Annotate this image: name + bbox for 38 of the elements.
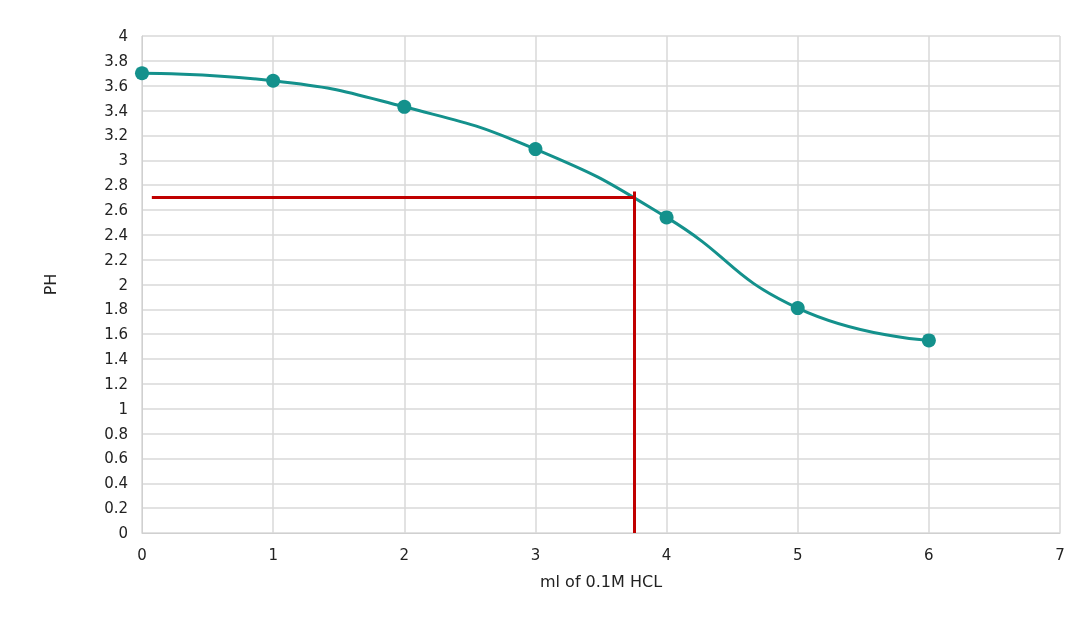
x-tick-label: 5 <box>792 545 803 564</box>
y-tick-label: 0.6 <box>104 449 128 468</box>
point <box>790 301 805 316</box>
y-tick-label: 1.6 <box>104 325 128 344</box>
y-tick-label: 2 <box>118 275 128 294</box>
point <box>266 73 281 88</box>
y-tick-label: 3.2 <box>104 126 128 145</box>
y-tick-label: 0 <box>118 524 128 542</box>
y-tick-label: 3.8 <box>104 51 128 70</box>
y-tick-label: 1.8 <box>104 300 128 319</box>
y-tick-label: 4 <box>118 27 128 45</box>
x-tick-label: 0 <box>137 545 147 564</box>
y-tick-label: 0.8 <box>104 424 128 443</box>
point <box>921 333 936 348</box>
x-tick-label: 1 <box>268 545 278 564</box>
point <box>659 210 674 225</box>
y-tick-label: 3.4 <box>104 101 128 120</box>
y-tick-label: 1.4 <box>104 350 128 369</box>
x-axis-title: ml of 0.1M HCL <box>539 571 663 591</box>
x-tick-label: 4 <box>661 545 672 564</box>
y-tick-label: 1 <box>118 399 128 418</box>
y-axis-title: PH <box>40 273 60 296</box>
point <box>528 142 543 157</box>
x-tick-label: 7 <box>1055 545 1065 564</box>
y-tick-label: 0.2 <box>104 499 128 518</box>
x-tick-label: 3 <box>530 545 541 564</box>
x-tick-label: 6 <box>924 545 934 564</box>
y-tick-label: 2.6 <box>104 200 128 219</box>
y-tick-label: 1.2 <box>104 374 128 393</box>
point <box>135 66 149 81</box>
y-tick-label: 3.6 <box>104 76 128 95</box>
y-tick-label: 2.2 <box>104 250 128 269</box>
x-tick-label: 2 <box>399 545 410 564</box>
y-tick-label: 2.8 <box>104 176 128 195</box>
point <box>397 99 412 114</box>
y-tick-label: 3 <box>118 151 128 170</box>
y-tick-label: 2.4 <box>104 225 128 244</box>
y-tick-label: 0.4 <box>104 474 128 493</box>
